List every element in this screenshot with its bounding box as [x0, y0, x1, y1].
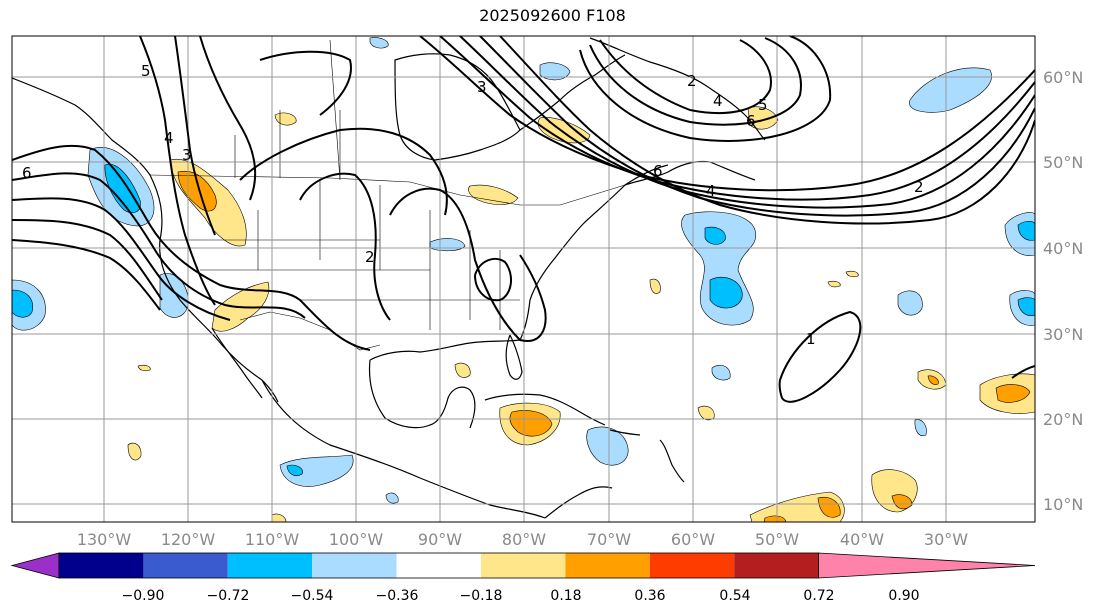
longitude-labels: 130°W 120°W 110°W 100°W 90°W 80°W 70°W 6… — [77, 530, 968, 549]
colorbar-extend-high — [818, 552, 1036, 579]
contour-label: 4 — [713, 92, 723, 110]
contour-label: 3 — [477, 78, 487, 96]
lat-label: 20°N — [1043, 410, 1083, 429]
colorbar-ticks: −0.90 −0.72 −0.54 −0.36 −0.18 0.18 0.36 … — [122, 588, 920, 604]
colorbar-segment — [649, 553, 735, 578]
colorbar-tick: 0.72 — [803, 588, 834, 604]
latitude-labels: 60°N 50°N 40°N 30°N 20°N 10°N — [1043, 68, 1083, 514]
contour-label: 5 — [141, 62, 151, 80]
colorbar-segment — [734, 553, 819, 578]
lon-label: 120°W — [161, 530, 216, 549]
lon-label: 110°W — [245, 530, 300, 549]
colorbar-tick: −0.90 — [122, 588, 165, 604]
contour-label: 2 — [914, 178, 924, 196]
colorbar-segment — [312, 553, 397, 578]
lon-label: 90°W — [418, 530, 462, 549]
lon-label: 50°W — [755, 530, 799, 549]
lat-label: 60°N — [1043, 68, 1083, 87]
colorbar-tick: 0.36 — [634, 588, 665, 604]
lat-label: 30°N — [1043, 325, 1083, 344]
contour-label: 6 — [746, 112, 756, 130]
colorbar-extend-low — [10, 552, 60, 579]
colorbar-segment — [227, 553, 313, 578]
lat-label: 40°N — [1043, 239, 1083, 258]
colorbar-tick: 0.54 — [719, 588, 750, 604]
colorbar-outline — [58, 552, 819, 579]
lon-label: 60°W — [671, 530, 715, 549]
lon-label: 80°W — [502, 530, 546, 549]
contour-label: 4 — [164, 129, 174, 147]
colorbar-tick: 0.18 — [550, 588, 581, 604]
colorbar-segment — [59, 553, 144, 578]
contour-label: 2 — [687, 72, 697, 90]
contour-label: 6 — [22, 164, 32, 182]
colorbar-tick: −0.54 — [291, 588, 334, 604]
contour-label-group: 6 5 4 3 2 3 2 4 5 6 6 4 2 1 — [22, 62, 924, 348]
map-title: 2025092600 F108 — [479, 6, 626, 25]
colorbar-segment — [565, 553, 650, 578]
colorbar-segment — [143, 553, 228, 578]
lat-label: 10°N — [1043, 495, 1083, 514]
map-frame — [11, 35, 1036, 523]
graticule — [12, 36, 1035, 522]
colorbar-tick: −0.36 — [376, 588, 419, 604]
lon-label: 70°W — [587, 530, 631, 549]
colorbar-tick: −0.18 — [460, 588, 503, 604]
political-borders — [149, 39, 626, 351]
contour-label: 4 — [706, 182, 716, 200]
colorbar-segment — [481, 553, 566, 578]
colorbar — [10, 552, 1036, 579]
colorbar-tick: 0.90 — [888, 588, 919, 604]
lat-label: 50°N — [1043, 153, 1083, 172]
lon-label: 130°W — [77, 530, 132, 549]
contour-label: 5 — [758, 96, 768, 114]
contour-label: 6 — [653, 162, 663, 180]
lon-label: 30°W — [924, 530, 968, 549]
lon-label: 40°W — [840, 530, 884, 549]
colorbar-segment — [396, 553, 481, 578]
contour-lines — [12, 36, 1035, 403]
contour-label: 3 — [182, 146, 192, 164]
lon-label: 100°W — [329, 530, 384, 549]
colorbar-tick: −0.72 — [207, 588, 250, 604]
contour-label: 2 — [365, 248, 375, 266]
contour-label: 1 — [806, 330, 816, 348]
